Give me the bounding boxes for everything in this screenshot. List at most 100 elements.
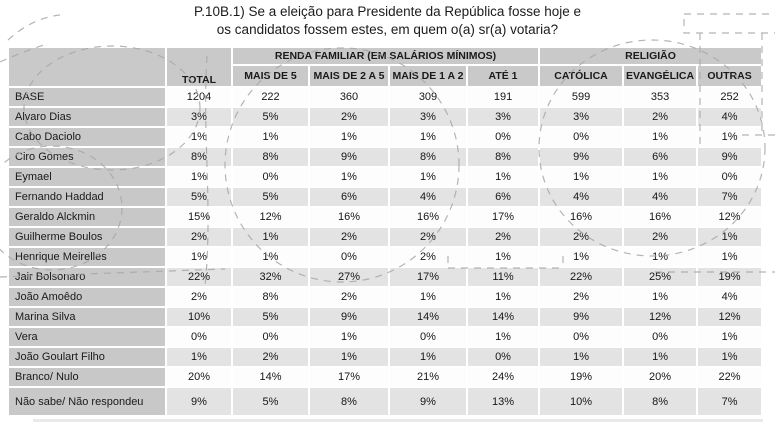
table-cell: 6% xyxy=(468,188,539,206)
row-label: Não sabe/ Não respondeu xyxy=(9,388,165,415)
column-header-mais-de-2-a-5: MAIS DE 2 A 5 xyxy=(310,66,388,86)
table-cell: 4% xyxy=(698,288,762,306)
table-cell: 1% xyxy=(233,228,308,246)
table-cell: 1% xyxy=(624,348,697,366)
table-cell: 0% xyxy=(468,348,539,366)
table-cell: 8% xyxy=(233,148,308,166)
table-cell: 16% xyxy=(390,208,466,226)
row-label: Alvaro Dias xyxy=(9,108,165,126)
table-cell: 12% xyxy=(698,308,762,326)
table-cell: 17% xyxy=(390,268,466,286)
table-cell: 1% xyxy=(390,128,466,146)
survey-question-title-line2: os candidatos fossem estes, em quem o(a)… xyxy=(216,21,559,37)
table-cell: 252 xyxy=(698,88,762,106)
table-cell: 9% xyxy=(540,308,623,326)
table-cell: 1% xyxy=(624,168,697,186)
table-cell: 309 xyxy=(390,88,466,106)
table-cell: 1% xyxy=(468,248,539,266)
table-cell: 1% xyxy=(624,288,697,306)
table-row: BASE 1204 222 360 309 191 599 353 252 xyxy=(9,88,762,106)
survey-results-table: TOTAL RENDA FAMILIAR (EM SALÁRIOS MÍNIMO… xyxy=(7,46,763,417)
table-cell: 4% xyxy=(698,108,762,126)
table-cell: 5% xyxy=(167,188,231,206)
table-cell: 222 xyxy=(233,88,308,106)
table-cell: 1% xyxy=(310,168,388,186)
table-cell: 353 xyxy=(624,88,697,106)
table-cell: 17% xyxy=(468,208,539,226)
table-cell: 3% xyxy=(468,108,539,126)
table-cell: 1% xyxy=(624,248,697,266)
table-cell: 3% xyxy=(540,108,623,126)
table-cell: 1% xyxy=(390,288,466,306)
row-label: Marina Silva xyxy=(9,308,165,326)
table-cell: 1% xyxy=(698,328,762,346)
table-cell: 1% xyxy=(698,248,762,266)
table-cell: 2% xyxy=(390,248,466,266)
table-cell: 12% xyxy=(233,208,308,226)
table-cell: 1% xyxy=(624,128,697,146)
table-cell: 32% xyxy=(233,268,308,286)
row-label: Jair Bolsonaro xyxy=(9,268,165,286)
row-label: João Goulart Filho xyxy=(9,348,165,366)
table-cell: 16% xyxy=(310,208,388,226)
group-header-religiao: RELIGIÃO xyxy=(540,48,762,64)
table-cell: 1% xyxy=(698,128,762,146)
table-cell: 20% xyxy=(624,368,697,386)
table-cell: 1% xyxy=(310,128,388,146)
table-cell: 9% xyxy=(167,388,231,415)
table-cell: 2% xyxy=(233,348,308,366)
table-row: Guilherme Boulos 2% 1% 2% 2% 2% 2% 2% 1% xyxy=(9,228,762,246)
table-cell: 1% xyxy=(233,128,308,146)
table-cell: 1% xyxy=(233,248,308,266)
table-cell: 5% xyxy=(233,188,308,206)
row-label: Eymael xyxy=(9,168,165,186)
table-row: Vera 0% 0% 1% 0% 1% 0% 0% 1% xyxy=(9,328,762,346)
table-cell: 3% xyxy=(167,108,231,126)
table-cell: 1% xyxy=(540,348,623,366)
row-label: Branco/ Nulo xyxy=(9,368,165,386)
table-cell: 0% xyxy=(233,328,308,346)
table-cell: 22% xyxy=(167,268,231,286)
table-cell: 5% xyxy=(233,308,308,326)
table-cell: 16% xyxy=(540,208,623,226)
table-cell: 1% xyxy=(167,348,231,366)
table-cell: 9% xyxy=(698,148,762,166)
table-cell: 24% xyxy=(468,368,539,386)
table-cell: 1% xyxy=(468,328,539,346)
table-cell: 360 xyxy=(310,88,388,106)
table-cell: 2% xyxy=(390,228,466,246)
table-cell: 4% xyxy=(624,188,697,206)
table-cell: 12% xyxy=(698,208,762,226)
survey-question-title: P.10B.1) Se a eleição para Presidente da… xyxy=(0,3,775,39)
row-label: João Amoêdo xyxy=(9,288,165,306)
corner-cell xyxy=(9,48,165,86)
row-label: Ciro Gomes xyxy=(9,148,165,166)
table-cell: 22% xyxy=(698,368,762,386)
table-row: Branco/ Nulo 20% 14% 17% 21% 24% 19% 20% 22% xyxy=(9,368,762,386)
table-cell: 2% xyxy=(310,108,388,126)
table-cell: 1% xyxy=(167,168,231,186)
table-cell: 1% xyxy=(310,328,388,346)
column-header-mais-de-5: MAIS DE 5 xyxy=(233,66,308,86)
table-cell: 1% xyxy=(540,168,623,186)
table-header: TOTAL RENDA FAMILIAR (EM SALÁRIOS MÍNIMO… xyxy=(9,48,762,86)
survey-question-title-line1: P.10B.1) Se a eleição para Presidente da… xyxy=(193,4,581,19)
table-cell: 14% xyxy=(468,308,539,326)
table-cell: 10% xyxy=(167,308,231,326)
table-cell: 14% xyxy=(233,368,308,386)
table-cell: 11% xyxy=(468,268,539,286)
table-cell: 7% xyxy=(698,388,762,415)
table-cell: 0% xyxy=(310,248,388,266)
group-header-renda-familiar: RENDA FAMILIAR (EM SALÁRIOS MÍNIMOS) xyxy=(233,48,539,64)
table-row: Jair Bolsonaro 22% 32% 27% 17% 11% 22% 25% 19% xyxy=(9,268,762,286)
table-cell: 27% xyxy=(310,268,388,286)
table-cell: 2% xyxy=(540,288,623,306)
table-cell: 0% xyxy=(167,328,231,346)
table-cell: 21% xyxy=(390,368,466,386)
table-cell: 1% xyxy=(310,348,388,366)
table-row: João Goulart Filho 1% 2% 1% 1% 0% 1% 1% 1% xyxy=(9,348,762,366)
table-cell: 2% xyxy=(624,228,697,246)
table-row: Fernando Haddad 5% 5% 6% 4% 6% 4% 4% 7% xyxy=(9,188,762,206)
table-cell: 5% xyxy=(233,108,308,126)
